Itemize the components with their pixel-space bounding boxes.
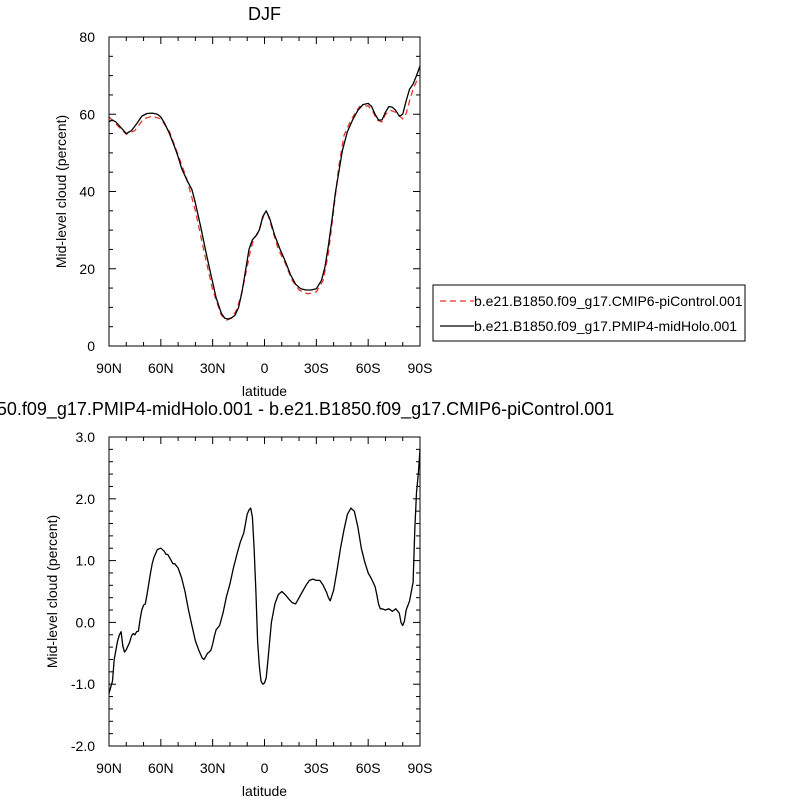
top-chart-title: DJF	[248, 4, 281, 24]
top-y-tick-label: 20	[79, 261, 95, 277]
top-x-axis-label: latitude	[242, 383, 287, 399]
bottom-x-tick-label: 90S	[408, 760, 433, 776]
bottom-y-axis-label: Mid-level cloud (percent)	[44, 515, 60, 668]
bottom-x-tick-label: 90N	[96, 760, 122, 776]
bottom-x-tick-label: 60S	[356, 760, 381, 776]
bottom-y-tick-label: -1.0	[71, 676, 95, 692]
bottom-y-tick-label: 1.0	[76, 553, 96, 569]
legend-box	[432, 284, 746, 342]
bottom-plot-area: 90N 60N 30N 0 30S 60S 90S -2.0 -1.0 0.0 1.0 2.0 3.0	[71, 429, 433, 776]
bottom-x-tick-label: 0	[261, 760, 269, 776]
bottom-plot-frame	[108, 436, 421, 747]
top-x-tick-label: 90S	[408, 360, 433, 376]
bottom-x-tick-label: 60N	[148, 760, 174, 776]
top-x-tick-label: 0	[261, 360, 269, 376]
bottom-panel: b.e21.B1850.f09_g17.PMIP4-midHolo.001 - …	[0, 399, 614, 799]
top-y-axis-label: Mid-level cloud (percent)	[53, 115, 69, 268]
legend-label-midholo: b.e21.B1850.f09_g17.PMIP4-midHolo.001	[474, 318, 737, 334]
series-line-midholo	[108, 65, 421, 320]
top-x-tick-label: 30N	[200, 360, 226, 376]
top-plot-frame	[108, 36, 421, 347]
bottom-y-tick-label: 0.0	[76, 614, 96, 630]
bottom-x-tick-label: 30S	[304, 760, 329, 776]
series-line-difference	[108, 449, 421, 694]
bottom-x-axis-label: latitude	[242, 783, 287, 799]
top-y-tick-label: 0	[87, 338, 95, 354]
bottom-y-tick-label: 3.0	[76, 429, 96, 445]
top-x-tick-label: 60N	[148, 360, 174, 376]
top-x-tick-label: 90N	[96, 360, 122, 376]
top-panel: DJF 90N 60N 30N 0 30S 60S 90S 0 20 40 60 80 latitud…	[53, 4, 432, 399]
top-plot-area: 90N 60N 30N 0 30S 60S 90S 0 20 40 60 80	[79, 29, 432, 376]
bottom-y-tick-label: -2.0	[71, 738, 95, 754]
top-x-tick-label: 30S	[304, 360, 329, 376]
legend-label-picontrol: b.e21.B1850.f09_g17.CMIP6-piControl.001	[474, 293, 743, 309]
top-y-tick-label: 60	[79, 106, 95, 122]
bottom-x-tick-label: 30N	[200, 760, 226, 776]
top-x-tick-label: 60S	[356, 360, 381, 376]
top-y-tick-label: 80	[79, 29, 95, 45]
legend: b.e21.B1850.f09_g17.CMIP6-piControl.001 …	[432, 284, 746, 342]
bottom-y-tick-label: 2.0	[76, 491, 96, 507]
top-y-tick-label: 40	[79, 184, 95, 200]
bottom-chart-title: b.e21.B1850.f09_g17.PMIP4-midHolo.001 - …	[0, 399, 614, 420]
